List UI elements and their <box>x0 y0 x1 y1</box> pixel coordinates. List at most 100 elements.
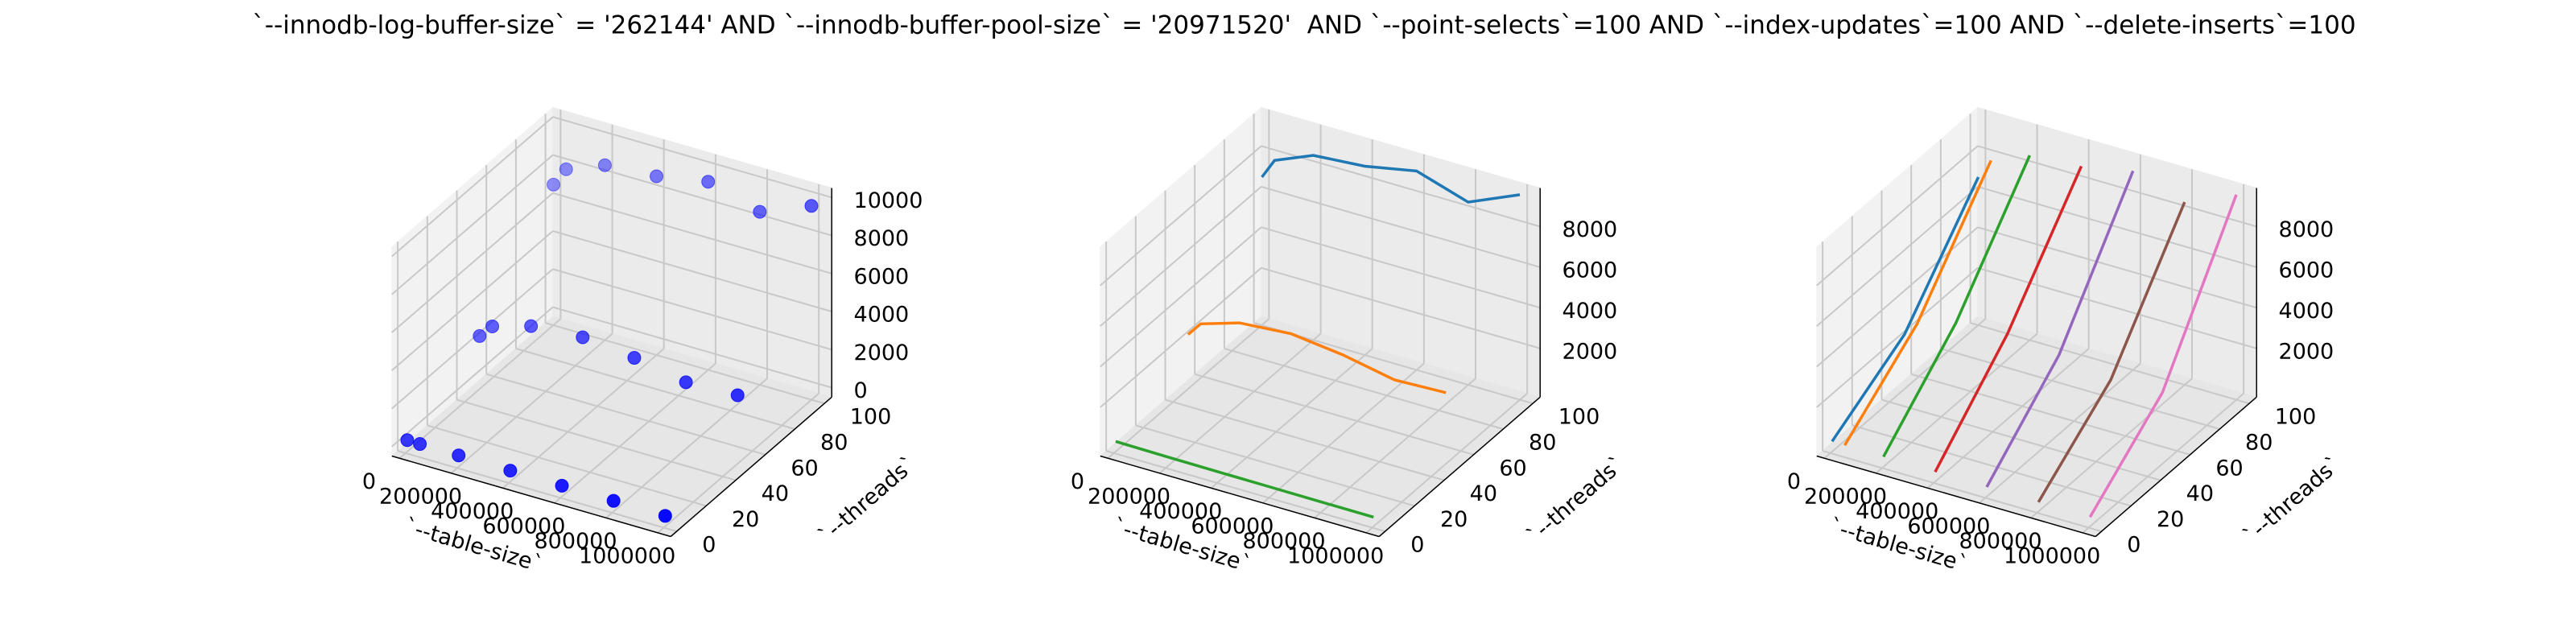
grid-line <box>1822 242 2102 533</box>
z-tick-label: 6000 <box>1563 258 1618 283</box>
grid-line <box>1211 139 1373 489</box>
grid-line <box>657 184 820 534</box>
point <box>503 464 518 478</box>
grid-line <box>1164 190 1445 481</box>
grid-line <box>398 109 562 460</box>
point <box>452 448 466 463</box>
y-tick-label: 60 <box>791 456 818 481</box>
grid-line <box>1939 139 2220 430</box>
grid-line <box>391 230 832 371</box>
grid-line <box>1107 109 1270 460</box>
grid-line <box>450 124 613 474</box>
point <box>576 330 590 345</box>
x-tick-label: 1000000 <box>579 544 675 569</box>
figure-title: `--innodb-log-buffer-size` = '262144' AN… <box>252 11 2355 40</box>
grid-line <box>1910 165 2190 456</box>
point <box>627 351 642 365</box>
grid-line <box>1314 169 1476 519</box>
grid-line <box>1262 154 1425 504</box>
x-tick-label: 800000 <box>534 529 617 554</box>
grid-line <box>1100 145 1541 287</box>
grid-line <box>456 190 737 481</box>
point <box>413 437 427 452</box>
point <box>559 162 573 176</box>
x-tick-label: 0 <box>362 469 376 494</box>
series-line <box>1985 170 2135 488</box>
z-tick-label: 4000 <box>2279 299 2334 324</box>
grid-line <box>1100 226 1541 368</box>
y-tick-label: 80 <box>1529 431 1556 456</box>
grid-line <box>1194 165 1474 456</box>
grid-line <box>391 154 832 295</box>
x-tick-label: 1000000 <box>2004 544 2100 569</box>
y-tick-label: 0 <box>1410 533 1424 558</box>
y-tick-label: 80 <box>820 431 848 456</box>
point <box>730 388 745 402</box>
y-tick-label: 40 <box>762 481 789 506</box>
grid-line <box>1816 185 2257 327</box>
grid-line <box>502 139 665 489</box>
point <box>547 177 561 192</box>
point <box>679 375 693 390</box>
y-tick-label: 0 <box>2127 533 2140 558</box>
grid-line <box>391 192 832 333</box>
point <box>597 158 612 172</box>
grid-line <box>391 268 832 410</box>
grid-line <box>1816 266 2257 408</box>
y-axis-label: `--threads` <box>1523 452 1630 549</box>
grid-line <box>397 242 677 533</box>
grid-line <box>1223 139 1504 430</box>
series-line <box>1934 165 2083 473</box>
x-tick-label: 200000 <box>1804 485 1887 510</box>
y-tick-label: 40 <box>2186 481 2214 506</box>
point <box>753 204 767 219</box>
point <box>658 509 672 523</box>
y-tick-label: 60 <box>1499 456 1526 481</box>
y-tick-label: 20 <box>732 507 759 532</box>
series-line <box>2037 201 2186 503</box>
grid-line <box>1100 185 1541 327</box>
point <box>606 493 621 508</box>
x-tick-label: 1000000 <box>1287 544 1384 569</box>
x-tick-label: 600000 <box>1907 514 1990 539</box>
z-tick-label: 2000 <box>1563 339 1618 364</box>
point <box>804 199 819 213</box>
grid-line <box>1365 184 1529 534</box>
y-tick-label: 20 <box>2157 507 2184 532</box>
z-tick-label: 0 <box>854 378 868 403</box>
series-line <box>1261 154 1521 204</box>
grid-line <box>1851 216 2132 507</box>
x-tick-label: 600000 <box>482 514 565 539</box>
z-tick-label: 8000 <box>1563 217 1618 242</box>
z-tick-label: 2000 <box>2279 339 2334 364</box>
grid-line <box>1105 242 1385 533</box>
y-axis-label: `--threads` <box>2240 452 2347 549</box>
x-tick-label: 0 <box>1787 469 1801 494</box>
x-tick-label: 600000 <box>1191 514 1274 539</box>
grid-line <box>1134 216 1415 507</box>
x-tick-label: 0 <box>1071 469 1084 494</box>
y-tick-label: 100 <box>1558 405 1600 430</box>
z-tick-label: 8000 <box>854 226 910 251</box>
grid-line <box>1158 124 1322 474</box>
z-tick-label: 6000 <box>2279 258 2334 283</box>
grid-line <box>485 165 766 456</box>
y-axis-label: `--threads` <box>815 452 922 549</box>
x-tick-label: 400000 <box>431 499 514 524</box>
grid-line <box>1816 145 2257 287</box>
series-line <box>1831 176 1980 443</box>
z-tick-label: 4000 <box>854 303 910 328</box>
grid-line <box>2030 169 2193 519</box>
y-tick-label: 20 <box>1440 507 1468 532</box>
point <box>485 319 500 333</box>
point <box>701 175 716 189</box>
x-tick-label: 400000 <box>1856 499 1938 524</box>
grid-line <box>1979 154 2141 504</box>
x-tick-label: 800000 <box>1959 529 2041 554</box>
z-tick-label: 6000 <box>854 264 910 289</box>
series-line <box>1187 321 1447 394</box>
